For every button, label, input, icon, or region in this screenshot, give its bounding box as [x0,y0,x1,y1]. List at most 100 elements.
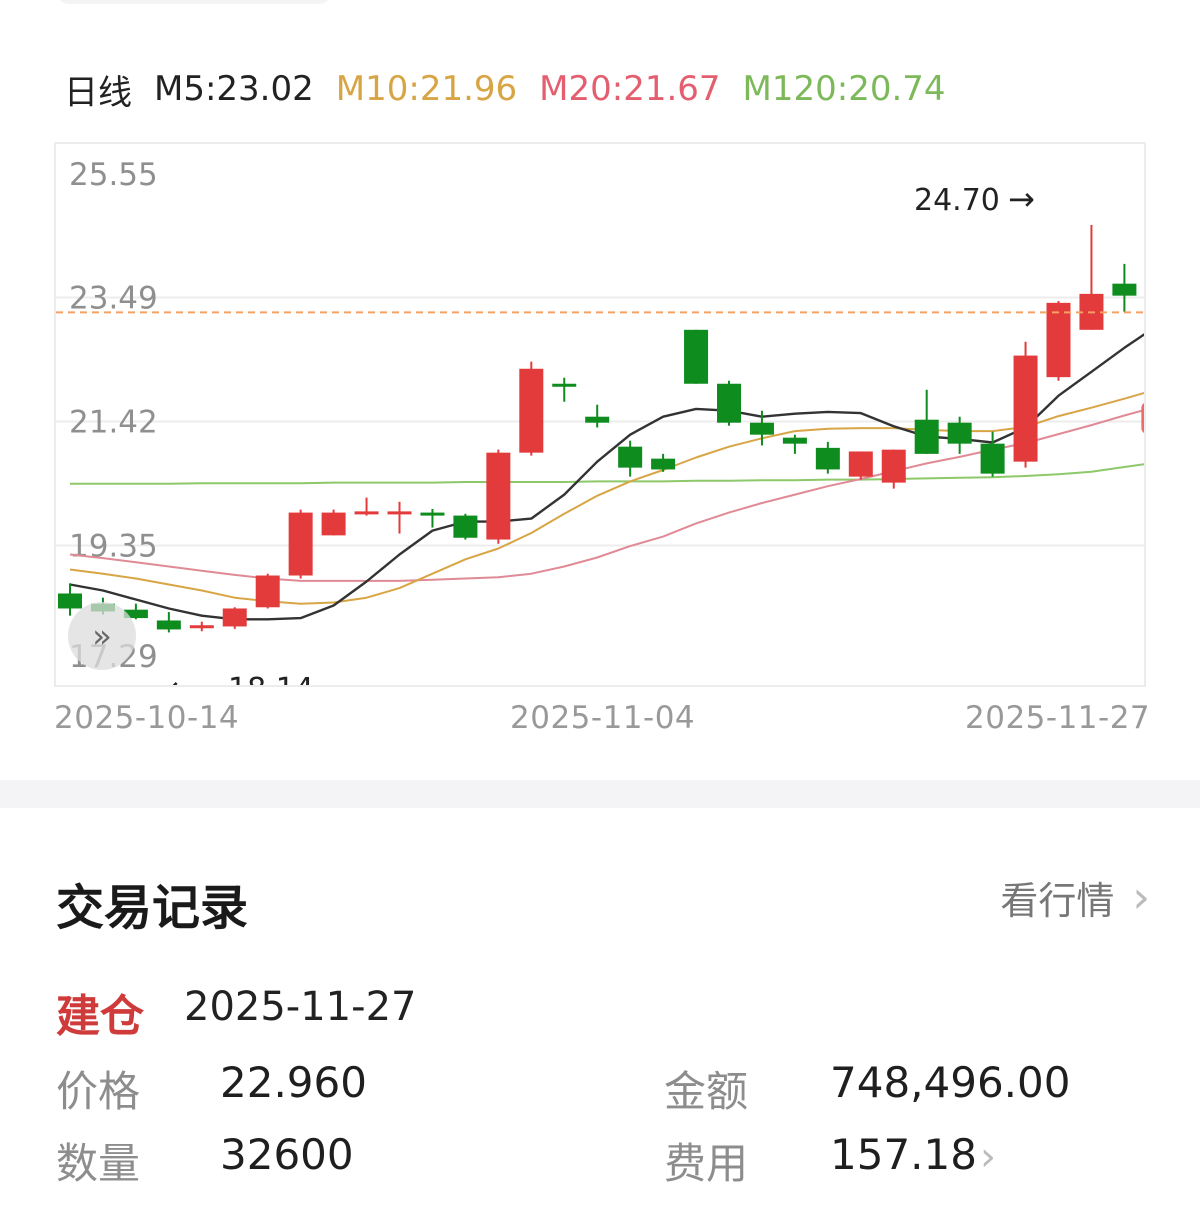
quantity-value: 32600 [220,1130,354,1179]
candle [947,416,972,454]
double-chevron-right-icon[interactable]: » [68,602,136,670]
candle-body [684,329,709,384]
candle-body [782,437,807,444]
candle-body [914,419,939,454]
high-price-label: 24.70 [914,183,1000,218]
fee-value[interactable]: 157.18 [830,1130,977,1179]
candle-body [881,449,906,483]
candle [881,449,906,489]
candle [288,509,313,579]
candle-body [123,609,148,619]
candle [420,508,445,528]
nav-button-glyph: » [92,617,112,655]
candle [651,453,676,472]
candle-body [651,458,676,470]
buy-marker-badge [1141,403,1144,433]
candle [255,573,280,609]
candle [321,509,346,536]
amount-value: 748,496.00 [830,1058,1071,1107]
chevron-right-icon[interactable]: › [1132,872,1150,923]
candle-body [1112,283,1137,296]
candle-body [848,451,873,477]
top-tab-indicator [56,0,332,4]
candle [782,434,807,454]
candle-body [156,620,181,630]
candle [123,603,148,620]
high-arrow-icon: → [1008,180,1035,218]
candle [222,607,247,629]
candle-body [717,383,741,423]
candle [749,410,774,446]
ma120-line [70,463,1144,485]
ma20-line [69,409,1144,582]
x-date-end: 2025-11-27 [965,700,1151,736]
candle [486,449,511,544]
y-tick-label: 23.49 [69,280,158,316]
candle-body [387,511,412,515]
price-label: 价格 [56,1067,141,1116]
candle [1079,224,1104,330]
view-market-link[interactable]: 看行情 › [1000,870,1150,925]
candle [1112,263,1137,312]
candle [156,612,181,633]
entry-date: 2025-11-27 [184,984,417,1030]
candle-body [1046,302,1071,378]
candle-body [288,512,313,576]
candle-body [519,368,544,453]
price-value: 22.960 [220,1058,367,1107]
fee-label: 费用 [664,1139,749,1188]
candle [552,377,577,402]
candle [387,501,412,534]
candle-body [618,446,643,468]
trade-record-title: 交易记录 [56,880,249,936]
entry-type-label: 建仓 [56,991,144,1042]
candle [980,431,1005,477]
candle [684,329,709,384]
candle-body [189,625,214,629]
legend-ma5: M5:23.02 [154,69,314,109]
ma10-line [69,391,1144,605]
y-tick-label: 21.42 [69,405,158,441]
candle-body [980,443,1005,474]
ma5-line [69,333,1144,621]
nav-button-bg [68,602,136,670]
candle-body [1013,355,1038,462]
amount-label: 金额 [664,1067,749,1116]
candle [815,441,840,474]
view-market-label[interactable]: 看行情 [1000,879,1115,923]
x-date-middle: 2025-11-04 [510,700,696,736]
candle [618,440,643,477]
candle-body [321,512,346,536]
candle [585,404,610,428]
period-label[interactable]: 日线 [64,72,132,113]
candle-body [58,593,82,609]
candle-body [552,383,577,387]
low-price-label: 18.14 [228,672,314,685]
candle-body [815,447,840,470]
candle [453,513,478,540]
quantity-label: 数量 [56,1139,141,1188]
candle [354,497,379,516]
candle-body [255,575,280,608]
y-tick-label: 25.55 [69,157,158,193]
candle-body [420,512,445,516]
section-separator [0,780,1200,808]
candle-body [354,511,379,515]
legend-ma120: M120:20.74 [742,69,946,109]
candle [58,583,82,616]
candle-body [749,422,774,435]
legend-ma20: M20:21.67 [539,69,721,109]
candle [189,621,214,632]
candle [1046,301,1071,381]
fee-chevron-icon[interactable]: › [980,1134,996,1180]
legend-ma10: M10:21.96 [335,69,518,109]
candle [1013,341,1038,468]
candle [914,389,939,454]
candle [848,451,873,480]
candle-body [453,515,478,538]
candle [519,361,544,456]
candle-body [585,416,610,423]
candle [717,380,741,426]
